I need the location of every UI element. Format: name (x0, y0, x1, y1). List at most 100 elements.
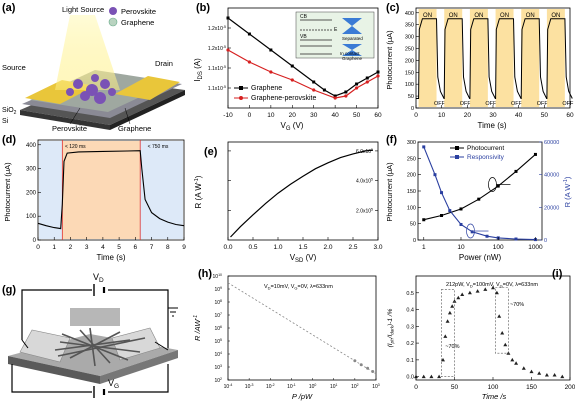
panel-h: 10-4 10-3 10-2 10-1 100 101 102 103 102 103 104 105… (192, 268, 384, 402)
xtick-label-d: 0 (36, 244, 40, 251)
ytick-label-f-left: 50 (410, 222, 416, 228)
point-h (359, 363, 363, 367)
on-band-d (62, 141, 141, 239)
off-label-c: OFF (434, 101, 446, 107)
point-i (421, 374, 426, 379)
ytick-label-h: 108 (214, 299, 222, 306)
on-band-c (444, 9, 463, 107)
point-i (467, 290, 472, 295)
ytick-label-c: 200 (405, 58, 414, 64)
panel-d: < 120 ms < 750 ms 0 1 2 3 4 5 6 7 8 9 0 100 200 300 400 … (0, 132, 190, 267)
xtick-label-d: 6 (134, 244, 138, 251)
ytick-label-d: 200 (26, 190, 37, 196)
xtick-label-h: 10-4 (224, 383, 233, 390)
ytick-label-f-left: 150 (407, 189, 416, 195)
legend-graphene-perovskite-b: Graphene-perovskite (251, 95, 316, 102)
ylabel-i: (Iph/Idark)-1 /% (387, 308, 395, 347)
legend-perovskite: Perovskite (121, 7, 156, 16)
legend-graphene-b: Graphene (251, 85, 282, 92)
point-b-graphene-perovskite (333, 96, 337, 100)
ylabel-e: R (A W-1) (194, 175, 203, 208)
ytick-label-c: 50 (408, 94, 414, 100)
plot-frame-f (417, 141, 543, 241)
point-b-graphene (312, 80, 316, 84)
xtick-label-b: 0 (248, 112, 252, 119)
xtick-label-e: 0.5 (248, 244, 257, 251)
xtick-label-h: 100 (309, 383, 317, 390)
chart-f: 1 10 100 1000050100150200250300020000400006… (385, 140, 572, 262)
drain-label: Drain (155, 59, 173, 68)
xtick-label-e: 3.0 (373, 244, 382, 251)
xtick-label-i: 50 (451, 384, 459, 391)
on-label-c: ON (449, 13, 458, 19)
point-i (560, 374, 565, 379)
ytick-label-f-left: 200 (407, 173, 416, 179)
ytick-label-f-right: 0 (544, 238, 547, 244)
xtick-label-h: 101 (330, 383, 338, 390)
ylabel-c: Photocurrent (μA) (385, 30, 394, 90)
ytick-label-c: 250 (405, 46, 414, 52)
point-i (514, 361, 519, 365)
svg-text:E: E (334, 27, 338, 33)
plot-frame-h (227, 275, 377, 381)
fall-label-i: ~70% (510, 302, 524, 308)
ylabel-f-right: R (A W-1) (563, 176, 572, 207)
vd-label: VD (93, 272, 104, 284)
point-i (529, 369, 534, 374)
panel-d-label: (d) (2, 134, 17, 146)
ytick-label-b: 1.1x10-5 (208, 85, 226, 92)
point-b-graphene (376, 70, 380, 74)
xtick-label-d: 1 (52, 244, 56, 251)
perovskite-legend-icon (109, 7, 117, 15)
panel-g-label: (g) (2, 284, 17, 296)
legend-b: Graphene Graphene-perovskite (234, 85, 316, 102)
point-i (503, 342, 508, 347)
ytick-label-h: 1010 (213, 273, 223, 280)
si-label: Si (2, 118, 9, 125)
point-f-photocurrent (422, 218, 426, 222)
point-i (429, 374, 434, 379)
point-b-graphene-perovskite (247, 60, 252, 64)
ytick-label-c: 350 (405, 23, 414, 29)
panel-a: Perovskite Graphene Light Source Source … (0, 0, 190, 135)
point-b-graphene-perovskite (376, 74, 380, 78)
point-b-graphene (365, 76, 369, 80)
point-b-graphene-perovskite (290, 78, 294, 82)
point-i (491, 285, 495, 290)
xtick-label-b: 40 (332, 112, 340, 119)
xtick-label-d: 9 (182, 244, 186, 251)
device-schematic-g: VD VG (8, 272, 178, 398)
ytick-label-i: 0.3 (406, 324, 414, 330)
xtick-label-h: 103 (372, 383, 380, 390)
on-band-c (469, 9, 488, 107)
gate-wire-right (108, 364, 169, 393)
xtick-label-d: 5 (117, 244, 121, 251)
ytick-label-e: 2.0x105 (356, 207, 373, 214)
plot-frame-c (415, 7, 571, 109)
xlabel-e: VSD (V) (290, 253, 317, 264)
plot-frame-e (227, 141, 379, 241)
series-line-d (37, 150, 185, 230)
xtick-label-i: 100 (488, 384, 499, 391)
dark-band-d-right (140, 141, 183, 239)
on-band-c (495, 9, 514, 107)
point-b-graphene-perovskite (312, 88, 316, 92)
point-b-graphene (226, 16, 230, 20)
ytick-label-i: 0.1 (406, 358, 414, 364)
ytick-label-i: 0.4 (406, 308, 414, 314)
series-line-b-1 (227, 49, 379, 99)
xtick-label-f: 1000 (528, 244, 543, 251)
panel-b: CB VB E Separated In contact Graphene -1… (192, 0, 384, 135)
xtick-label-b: -10 (223, 112, 233, 119)
panel-i-label: (i) (552, 268, 563, 280)
point-f-photocurrent (459, 207, 463, 211)
drain-electrode (115, 76, 180, 100)
circuit-wire-right (108, 289, 169, 350)
point-f-responsivity (459, 222, 463, 226)
legend-graphene: Graphene (121, 18, 154, 27)
point-f-responsivity (470, 230, 474, 234)
legend-responsivity: Responsivity (467, 154, 505, 161)
panel-e: 0.0 0.5 1.0 1.5 2.0 2.5 3.0 2.0x105 4.0x105 6.0x1… (192, 132, 384, 267)
sio2-label: SiO2 (2, 107, 17, 116)
ylabel-b: IDS (A) (193, 58, 204, 82)
